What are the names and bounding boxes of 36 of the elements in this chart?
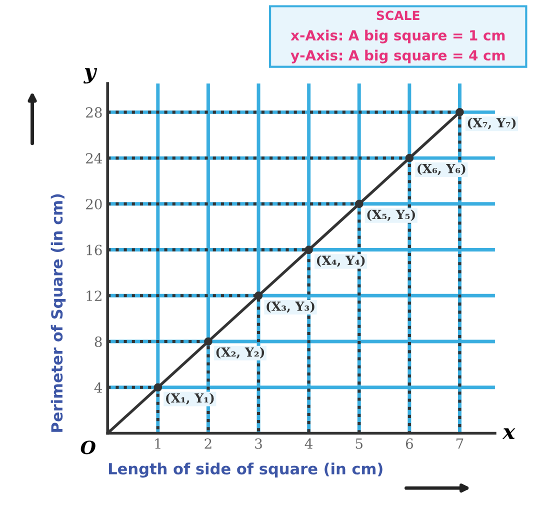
x-tick-label: 1 bbox=[155, 438, 160, 449]
x-tick-label: 3 bbox=[255, 438, 262, 449]
x-tick-label: 6 bbox=[406, 438, 413, 449]
text: x-Axis: A big square = 1 cm bbox=[290, 30, 505, 44]
y-axis-title: Perimeter of Square (in cm) bbox=[50, 194, 66, 432]
y-tick-label: 28 bbox=[86, 107, 102, 118]
y-tick-label: 20 bbox=[86, 198, 102, 210]
point bbox=[204, 337, 212, 346]
annotation: (X₁, Y₁) bbox=[166, 392, 214, 405]
y-tick-label: 16 bbox=[86, 244, 102, 256]
x-axis-title: Length of side of square (in cm) bbox=[109, 462, 382, 478]
annotation: (X₇, Y₇) bbox=[468, 118, 516, 130]
point bbox=[354, 200, 364, 208]
annotation: (X₆, Y₆) bbox=[418, 164, 466, 176]
text: SCALE bbox=[376, 10, 420, 20]
point bbox=[304, 246, 313, 254]
text: O bbox=[80, 440, 96, 454]
text: y-Axis: A big square = 4 cm bbox=[290, 50, 505, 64]
annotation: (X₂, Y₂) bbox=[216, 347, 264, 359]
text: y bbox=[83, 68, 98, 84]
annotation: (X₄, Y₄) bbox=[316, 255, 365, 267]
x-tick-label: 4 bbox=[304, 438, 313, 449]
point bbox=[154, 383, 162, 392]
y-tick-label: 4 bbox=[94, 382, 102, 393]
point bbox=[254, 291, 263, 300]
annotation: (X₅, Y₅) bbox=[367, 209, 415, 222]
x-tick-label: 7 bbox=[456, 438, 464, 449]
x-tick-label: 5 bbox=[356, 438, 362, 449]
x-tick-label: 2 bbox=[204, 438, 212, 449]
point bbox=[405, 154, 414, 162]
point bbox=[456, 108, 464, 116]
y-tick-label: 8 bbox=[94, 336, 102, 347]
text: x bbox=[502, 428, 516, 440]
y-tick-label: 12 bbox=[86, 290, 102, 301]
y-tick-label: 24 bbox=[86, 153, 102, 164]
annotation: (X₃, Y₃) bbox=[266, 301, 314, 313]
